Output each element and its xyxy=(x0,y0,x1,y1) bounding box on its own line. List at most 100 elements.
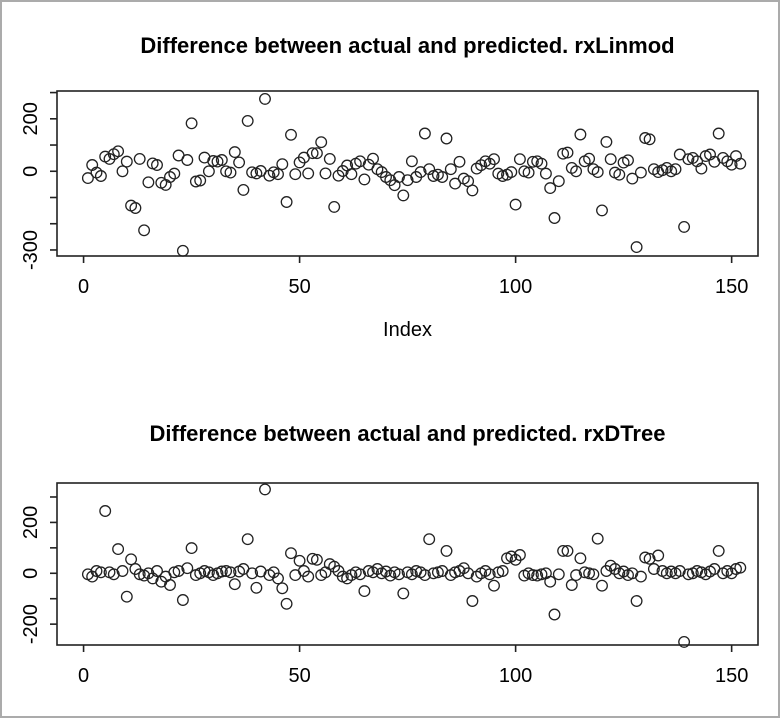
data-point xyxy=(319,167,332,180)
data-point xyxy=(609,563,621,575)
data-point xyxy=(513,153,526,166)
data-point xyxy=(552,568,565,581)
data-point xyxy=(306,552,319,565)
data-point xyxy=(246,567,259,580)
data-point xyxy=(557,544,570,557)
data-point xyxy=(483,157,496,170)
data-point xyxy=(345,168,358,181)
data-point xyxy=(276,158,289,171)
data-point xyxy=(513,549,526,561)
y-tick-label: 0 xyxy=(20,568,42,579)
data-point xyxy=(207,155,220,167)
data-point xyxy=(734,561,747,574)
data-point xyxy=(233,156,246,169)
data-point xyxy=(241,533,254,546)
data-point xyxy=(509,198,522,211)
data-point xyxy=(280,196,293,208)
data-point xyxy=(539,167,552,180)
data-point xyxy=(405,155,418,168)
data-point xyxy=(548,212,561,224)
data-point xyxy=(285,128,297,141)
data-point xyxy=(578,566,591,579)
data-point xyxy=(393,171,405,183)
y-tick-label: -200 xyxy=(20,604,42,644)
data-point xyxy=(496,565,509,577)
data-point xyxy=(116,165,129,178)
data-point xyxy=(634,166,647,179)
data-point xyxy=(418,127,431,140)
data-point xyxy=(522,166,535,179)
data-point xyxy=(194,174,207,187)
data-point xyxy=(94,566,107,579)
data-point xyxy=(250,581,263,594)
y-tick-label: 0 xyxy=(20,166,42,177)
data-point xyxy=(241,114,254,127)
data-point xyxy=(172,565,185,577)
data-point xyxy=(202,165,215,178)
data-point xyxy=(526,155,539,168)
y-tick-label: -300 xyxy=(20,230,42,270)
data-point xyxy=(570,165,583,178)
data-point xyxy=(215,154,228,166)
data-point xyxy=(561,146,574,159)
x-tick-label: 150 xyxy=(715,665,748,687)
plot-rxDTree: Difference between actual and predicted.… xyxy=(20,421,759,687)
data-point xyxy=(544,575,557,588)
data-point xyxy=(272,572,284,585)
data-point xyxy=(237,183,250,196)
x-tick-label: 100 xyxy=(499,665,532,687)
data-point xyxy=(358,173,371,186)
y-tick-label: 200 xyxy=(20,102,42,135)
data-point xyxy=(418,569,431,582)
data-point xyxy=(466,184,479,197)
data-point xyxy=(259,92,271,105)
data-point xyxy=(328,560,341,573)
data-point xyxy=(712,544,725,557)
data-point xyxy=(423,163,436,176)
data-point xyxy=(358,585,371,598)
data-point xyxy=(712,127,725,140)
data-point xyxy=(267,566,280,579)
data-point xyxy=(142,176,155,189)
data-point xyxy=(647,563,660,575)
data-point xyxy=(280,597,293,610)
x-tick-label: 0 xyxy=(78,665,89,687)
data-point xyxy=(436,171,449,183)
data-point xyxy=(423,533,436,546)
data-point xyxy=(678,220,691,233)
x-axis-label: Index xyxy=(383,319,432,341)
data-point xyxy=(401,174,414,187)
data-point xyxy=(734,157,747,170)
data-point xyxy=(596,579,608,592)
x-tick-label: 0 xyxy=(78,276,89,298)
data-point xyxy=(185,117,198,130)
data-point xyxy=(483,568,496,581)
data-point xyxy=(535,157,548,170)
data-point xyxy=(449,177,462,190)
data-point xyxy=(293,554,306,567)
plot-box xyxy=(56,482,759,646)
data-point xyxy=(440,544,453,557)
data-point xyxy=(587,568,600,581)
data-point xyxy=(630,595,643,607)
data-point xyxy=(444,163,457,176)
data-point xyxy=(397,189,410,202)
data-point xyxy=(94,170,107,182)
plot-rxLinmod: Difference between actual and predicted.… xyxy=(20,33,759,341)
data-point xyxy=(315,136,328,149)
data-point xyxy=(285,547,297,560)
data-point xyxy=(626,172,639,185)
data-point xyxy=(380,565,392,578)
data-point xyxy=(133,152,146,165)
data-point xyxy=(367,152,379,165)
plot-title: Difference between actual and predicted.… xyxy=(150,421,666,446)
data-point xyxy=(613,168,626,181)
data-point xyxy=(224,566,237,579)
data-point xyxy=(129,202,142,214)
data-point xyxy=(561,544,574,557)
data-point xyxy=(643,133,656,146)
data-point xyxy=(535,568,548,581)
data-point xyxy=(604,153,617,166)
